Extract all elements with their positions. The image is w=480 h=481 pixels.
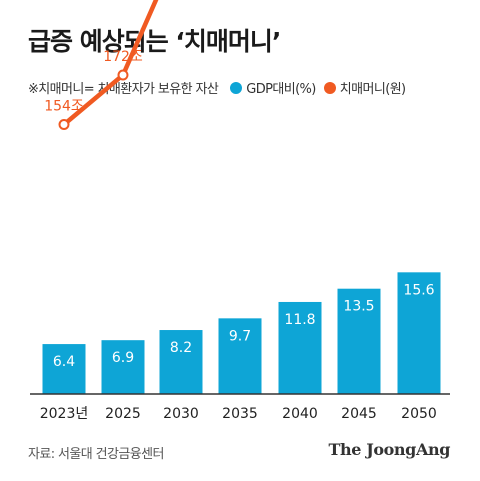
legend-money: 치매머니(원) <box>323 78 406 97</box>
bar-2 <box>159 330 203 394</box>
bar-label-4: 11.8 <box>284 312 315 328</box>
x-tick-label-2: 2030 <box>163 406 199 422</box>
chart-title: 급증 예상되는 ‘치매머니’ <box>28 27 281 56</box>
bar-1 <box>101 340 145 394</box>
legend-gdp-swatch <box>230 81 243 94</box>
x-tick-label-4: 2040 <box>282 406 318 422</box>
bar-label-0: 6.4 <box>53 354 75 370</box>
legend-money-label: 치매머니(원) <box>339 82 406 97</box>
line-label-1: 172조 <box>103 49 143 65</box>
line-point-0 <box>58 119 70 130</box>
x-tick-label-5: 2045 <box>341 406 377 422</box>
bar-0 <box>42 344 86 394</box>
legend-note: ※치매머니= 치매환자가 보유한 자산 <box>28 82 219 97</box>
line-point-1 <box>117 69 129 81</box>
source-note: 자료: 서울대 건강금융센터 <box>28 447 164 462</box>
brand-logo: The JoongAng <box>328 440 451 459</box>
bar-label-2: 8.2 <box>170 340 192 356</box>
bar-label-3: 9.7 <box>229 328 251 344</box>
legend-money-swatch <box>323 81 336 94</box>
legend-gdp: GDP대비(%) <box>230 78 316 97</box>
bar-3 <box>218 318 262 394</box>
legend-gdp-label: GDP대비(%) <box>246 82 316 97</box>
line-label-0: 154조 <box>44 99 84 115</box>
bar-4 <box>278 301 322 394</box>
bar-5 <box>337 288 381 394</box>
x-tick-label-6: 2050 <box>401 406 437 422</box>
x-tick-label-3: 2035 <box>222 406 258 422</box>
bar-label-1: 6.9 <box>112 350 134 366</box>
legend: ※치매머니= 치매환자가 보유한 자산 GDP대비(%) 치매머니(원) <box>28 78 414 97</box>
bar-label-5: 13.5 <box>343 299 374 315</box>
x-tick-label-1: 2025 <box>105 406 141 422</box>
bar-6 <box>397 272 441 394</box>
x-tick-label-0: 2023년 <box>40 406 89 422</box>
bar-label-6: 15.6 <box>403 282 434 298</box>
